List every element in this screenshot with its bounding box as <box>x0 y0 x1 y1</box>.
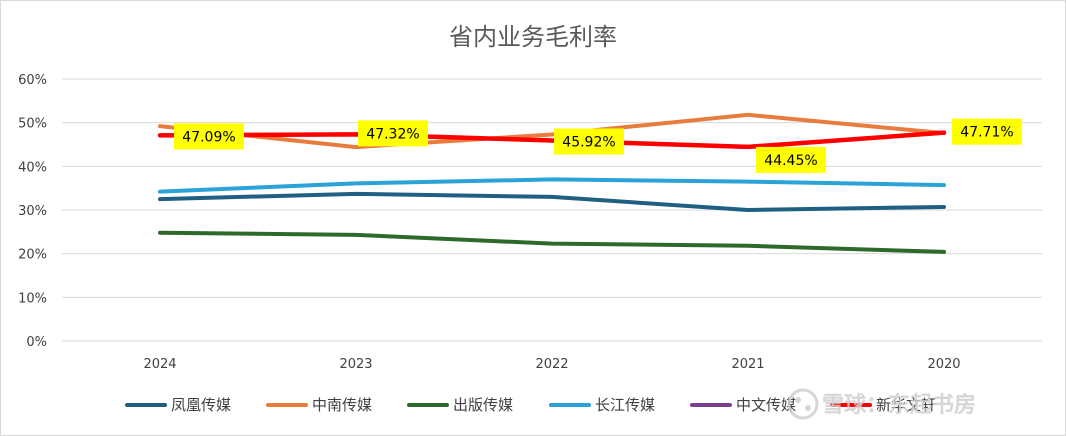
data-label-box <box>756 146 826 173</box>
series-line <box>158 230 946 254</box>
legend-item: 出版传媒 <box>407 396 513 414</box>
series-lines <box>157 112 947 254</box>
y-tick-label: 0% <box>26 335 47 350</box>
data-label-box <box>358 120 428 147</box>
legend-label: 中文传媒 <box>736 396 796 414</box>
data-labels: 47.09% 47.32% 45.92% 44.45% 47.71% <box>174 118 1022 173</box>
data-label-text: 45.92% <box>562 134 615 150</box>
legend-item: 新华文轩 <box>830 396 936 414</box>
watermark: 雪球：东起书房 <box>787 388 976 420</box>
legend-item: 长江传媒 <box>549 396 655 414</box>
y-tick-label: 60% <box>18 73 47 88</box>
data-label: 47.09% <box>174 123 244 150</box>
snowball-icon <box>787 388 819 420</box>
data-label: 47.71% <box>952 118 1022 145</box>
legend-label: 长江传媒 <box>595 396 655 414</box>
data-label: 45.92% <box>554 128 624 155</box>
data-label-box <box>952 118 1022 145</box>
legend-label: 中南传媒 <box>312 396 372 414</box>
x-axis-ticks: 2024 2023 2022 2021 2020 <box>143 357 960 372</box>
legend-item: 凤凰传媒 <box>125 396 231 414</box>
x-tick-label: 2023 <box>339 357 372 372</box>
data-label: 44.45% <box>756 146 826 173</box>
legend-label: 凤凰传媒 <box>171 396 231 414</box>
watermark-text: 雪球：东起书房 <box>822 392 976 418</box>
legend-item: 中文传媒 <box>690 396 796 414</box>
legend: 凤凰传媒 中南传媒 出版传媒 长江传媒 中文传媒 新华文轩 <box>125 396 936 414</box>
y-tick-label: 20% <box>18 248 47 263</box>
series-line <box>158 177 946 194</box>
y-tick-label: 40% <box>18 160 47 175</box>
data-label-text: 47.09% <box>182 129 235 145</box>
legend-label: 出版传媒 <box>453 396 513 414</box>
legend-label: 新华文轩 <box>876 396 936 414</box>
series-line <box>158 112 946 150</box>
y-tick-label: 30% <box>18 204 47 219</box>
x-tick-label: 2021 <box>731 357 764 372</box>
y-tick-label: 10% <box>18 291 47 306</box>
gridlines <box>62 78 1042 342</box>
y-axis-ticks: 0% 10% 20% 30% 40% 50% 60% <box>18 73 47 350</box>
data-label-text: 47.32% <box>366 126 419 142</box>
x-tick-label: 2020 <box>927 357 960 372</box>
y-tick-label: 50% <box>18 117 47 132</box>
data-label-text: 47.71% <box>960 125 1013 141</box>
legend-item: 中南传媒 <box>266 396 372 414</box>
data-label: 47.32% <box>358 120 428 147</box>
x-tick-label: 2022 <box>535 357 568 372</box>
series-line <box>157 130 947 150</box>
data-label-text: 44.45% <box>764 153 817 169</box>
data-label-box <box>554 128 624 155</box>
data-label-box <box>174 123 244 150</box>
x-tick-label: 2024 <box>143 357 176 372</box>
series-line <box>158 191 946 212</box>
chart-title: 省内业务毛利率 <box>449 23 617 51</box>
